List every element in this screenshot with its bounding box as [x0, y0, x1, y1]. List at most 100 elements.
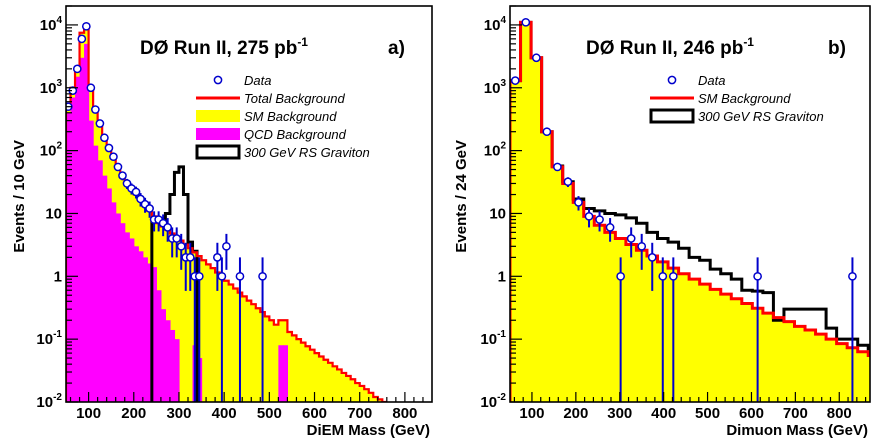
sm-background-bar-41: [251, 304, 257, 402]
y-tick-label-3: 10: [489, 205, 506, 222]
x-tick-label-5: 600: [739, 405, 764, 422]
sm-background-bar-18: [699, 284, 711, 402]
sm-background-bar-30: [201, 260, 207, 402]
qcd-background-bar-3: [79, 57, 85, 402]
sm-background-bar-20: [720, 294, 732, 402]
legend-marker-data: [667, 75, 677, 85]
sm-background-bar-2: [531, 57, 543, 402]
sm-background-bar-11: [625, 244, 638, 402]
qcd-background-bar-21: [160, 309, 167, 402]
x-tick-label-4: 500: [695, 405, 720, 422]
data-point-14: [658, 271, 668, 281]
legend: Data SM Background 300 GeV RS Graviton: [649, 73, 824, 124]
sm-background-bar-27: [188, 248, 194, 402]
sm-background-bar-21: [731, 298, 743, 402]
qcd-background-bar-13: [124, 232, 130, 402]
qcd-background-bar-10: [111, 202, 117, 402]
data-point-31: [217, 271, 227, 281]
sm-background-bar-59: [332, 366, 338, 402]
y-axis-label: Events / 24 GeV: [453, 140, 470, 253]
sm-background-bar-37: [233, 288, 239, 402]
legend-label-0: Data: [244, 73, 271, 88]
legend-label-4: 300 GeV RS Graviton: [244, 145, 370, 160]
x-tick-label-2: 300: [607, 405, 632, 422]
data-point-7: [584, 211, 594, 221]
legend-box-4: [195, 144, 241, 160]
data-point-27: [185, 253, 195, 262]
sm-background-bar-39: [242, 296, 248, 402]
sm-background-bar-29: [815, 334, 827, 402]
sm-background-bar-44: [264, 316, 270, 402]
data-point-5: [563, 177, 573, 187]
panel-label: b): [828, 38, 846, 59]
sm-background-bar-57: [323, 359, 329, 402]
qcd-background-bar-15: [133, 246, 139, 402]
qcd-background-bar-12: [120, 223, 126, 402]
sm-background-bar-68: [373, 397, 379, 402]
sm-background-bar-35: [224, 280, 230, 402]
sm-background-bar-65: [359, 385, 365, 402]
qcd-background-bar-19: [151, 267, 157, 402]
sm-background-bar-61: [341, 372, 347, 402]
legend-label-1: SM Background: [698, 91, 791, 106]
sm-background-bar-13: [646, 256, 659, 402]
sm-background-bar-45: [269, 320, 275, 402]
legend-label-3: QCD Background: [244, 127, 347, 142]
data-point-34: [258, 271, 267, 281]
qcd-background-bar-16: [138, 251, 144, 402]
data-point-7: [95, 119, 105, 128]
plot-area: [510, 17, 870, 402]
y-tick-label-0: 10-2: [480, 392, 506, 411]
legend-box-2: [649, 108, 695, 124]
y-tick-label-5: 103: [40, 78, 63, 97]
sm-background-bar-54: [310, 349, 316, 402]
data-point-17: [848, 271, 857, 281]
x-tick-label-0: 100: [519, 405, 544, 422]
legend-label-2: 300 GeV RS Graviton: [698, 109, 824, 124]
x-axis-label: Dimuon Mass (GeV): [726, 422, 868, 439]
sm-background-bar-22: [165, 229, 171, 402]
data-point-30: [213, 253, 222, 262]
sm-background-bar-46: [273, 324, 279, 402]
sm-background-bar-30: [826, 339, 838, 402]
qcd-background-bar-11: [115, 213, 121, 402]
y-tick-label-6: 104: [40, 15, 63, 34]
sm-background-bar-31: [836, 343, 848, 402]
qcd-background-bar-47: [278, 345, 284, 402]
sm-background-bar-56: [319, 356, 325, 402]
sm-background-bar-1: [520, 22, 532, 402]
data-point-16: [753, 271, 762, 281]
sm-background-bar-7: [583, 216, 595, 402]
x-tick-label-7: 800: [827, 405, 852, 422]
qcd-background-bar-18: [147, 263, 153, 402]
sm-background-bar-34: [868, 355, 870, 402]
sm-background-bar-26: [783, 321, 796, 402]
x-tick-label-6: 700: [783, 405, 808, 422]
sm-background-bar-25: [178, 240, 185, 402]
data-point-10: [109, 152, 118, 162]
sm-background-bar-53: [305, 346, 311, 402]
sm-background-bar-51: [296, 339, 302, 402]
data-point-2: [72, 64, 82, 74]
qcd-background-bar-48: [282, 345, 289, 402]
qcd-background-bar-24: [174, 339, 180, 402]
data-point-6: [574, 198, 583, 207]
data-point-8: [595, 215, 604, 224]
data-point-3: [77, 34, 87, 44]
data-point-3: [542, 127, 552, 137]
y-tick-label-1: 10-1: [36, 329, 62, 348]
sm-background-bar-52: [300, 342, 307, 402]
y-tick-label-2: 1: [54, 268, 62, 285]
sm-background-bar-31: [206, 264, 212, 402]
sm-background-bar-64: [355, 383, 361, 402]
x-tick-label-5: 600: [302, 405, 327, 422]
y-tick-label-2: 1: [498, 268, 506, 285]
x-tick-label-4: 500: [257, 405, 282, 422]
sm-background-bar-25: [773, 317, 785, 402]
plot-area: [66, 21, 387, 402]
x-axis-label: DiEM Mass (GeV): [307, 422, 430, 439]
y-tick-label-6: 104: [484, 15, 507, 34]
data-point-18: [145, 204, 154, 213]
sm-background-bar-23: [169, 233, 176, 402]
y-tick-label-4: 102: [484, 141, 507, 160]
